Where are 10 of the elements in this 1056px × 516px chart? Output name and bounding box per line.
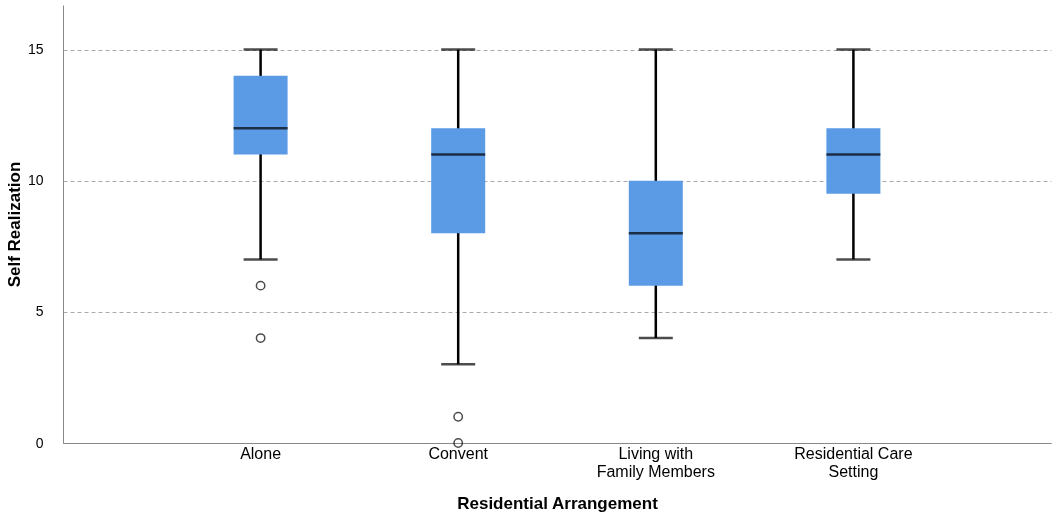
x-tick-label: Living with Family Members [596, 444, 715, 480]
y-tick-label: 5 [35, 303, 44, 320]
y-tick-label: 10 [27, 172, 44, 189]
x-axis-title: Residential Arrangement [457, 493, 659, 513]
x-tick-label: Residential Care Setting [794, 444, 913, 480]
x-tick-label: Convent [428, 444, 489, 462]
y-axis-title: Self Realization [4, 161, 24, 288]
x-tick-label: Alone [240, 444, 282, 462]
y-tick-label: 15 [27, 41, 44, 58]
y-tick-label: 0 [35, 434, 44, 451]
